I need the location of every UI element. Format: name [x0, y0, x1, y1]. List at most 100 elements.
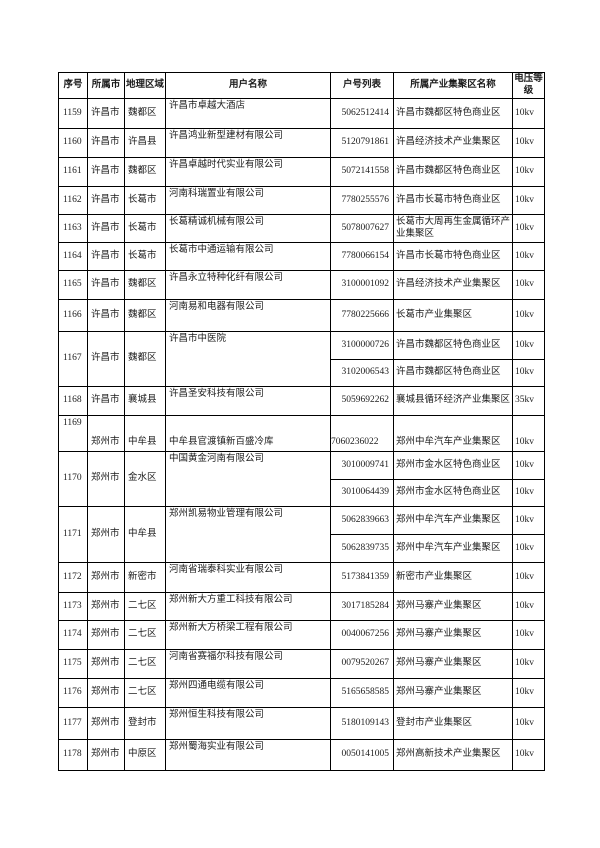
user-name-cell: 郑州恒生科技有限公司	[165, 707, 331, 740]
city-cell: 郑州市	[87, 562, 125, 593]
region-cell: 中牟县	[124, 415, 166, 452]
serial-cell: 1164	[58, 242, 88, 271]
user-name-cell: 许昌卓越时代实业有限公司	[165, 157, 331, 187]
cluster-cell: 许昌经济技术产业集聚区	[393, 270, 513, 300]
serial-cell: 1176	[58, 678, 88, 708]
cluster-cell: 许昌经济技术产业集聚区	[393, 128, 513, 158]
city-cell: 许昌市	[87, 299, 125, 332]
account-cell: 3100000726	[330, 331, 394, 360]
table-row: 1166 许昌市 魏都区 河南易和电器有限公司 7780225666 长葛市产业…	[58, 299, 545, 332]
user-name-cell: 郑州新大方桥梁工程有限公司	[165, 620, 331, 650]
region-cell: 二七区	[124, 592, 166, 621]
region-cell: 襄城县	[124, 386, 166, 416]
region-cell: 二七区	[124, 649, 166, 679]
cluster-cell: 襄城县循环经济产业集聚区	[393, 386, 513, 416]
voltage-cell: 10kv	[512, 534, 545, 563]
voltage-cell: 10kv	[512, 359, 545, 387]
serial-cell: 1174	[58, 620, 88, 650]
city-cell: 许昌市	[87, 128, 125, 158]
serial-cell: 1159	[58, 98, 88, 129]
account-cell: 7780225666	[330, 299, 394, 332]
user-name-cell: 中国黄金河南有限公司	[165, 451, 331, 507]
account-cell: 3010009741	[330, 451, 394, 480]
serial-cell: 1163	[58, 214, 88, 243]
voltage-cell: 10kv	[512, 678, 545, 708]
region-cell: 魏都区	[124, 299, 166, 332]
region-cell: 长葛市	[124, 214, 166, 243]
user-name-cell: 郑州蜀海实业有限公司	[165, 739, 331, 771]
table-row: 1172 郑州市 新密市 河南省瑞泰科实业有限公司 5173841359 新密市…	[58, 562, 545, 593]
city-cell: 郑州市	[87, 415, 125, 452]
user-name-cell: 郑州新大方重工科技有限公司	[165, 592, 331, 621]
table-subrow: 3102006543 许昌市魏都区特色商业区 10kv	[59, 359, 545, 387]
serial-cell: 1168	[58, 386, 88, 416]
table-row: 1162 许昌市 长葛市 河南科瑞置业有限公司 7780255576 许昌市长葛…	[58, 186, 545, 215]
user-name-cell: 郑州凯易物业管理有限公司	[165, 506, 331, 563]
account-cell: 5062839735	[330, 534, 394, 563]
cluster-cell: 许昌市魏都区特色商业区	[393, 157, 513, 187]
account-cell: 5180109143	[330, 707, 394, 740]
user-name-cell: 许昌市卓越大酒店	[165, 98, 331, 129]
voltage-cell: 10kv	[512, 649, 545, 679]
table-row: 1168 许昌市 襄城县 许昌圣安科技有限公司 5059692262 襄城县循环…	[58, 386, 545, 416]
user-name-cell: 河南省赛福尔科技有限公司	[165, 649, 331, 679]
serial-cell: 1177	[58, 707, 88, 740]
serial-cell: 1171	[58, 506, 88, 563]
account-cell: 5062839663	[330, 506, 394, 535]
account-cell: 7060236022	[330, 415, 394, 452]
table-row: 1173 郑州市 二七区 郑州新大方重工科技有限公司 3017185284 郑州…	[58, 592, 545, 621]
region-cell: 魏都区	[124, 270, 166, 300]
table-row: 1176 郑州市 二七区 郑州四通电缆有限公司 5165658585 郑州马寨产…	[58, 678, 545, 708]
voltage-cell: 10kv	[512, 157, 545, 187]
city-cell: 许昌市	[87, 270, 125, 300]
region-cell: 魏都区	[124, 331, 166, 387]
region-cell: 魏都区	[124, 157, 166, 187]
user-name-cell: 许昌永立特种化纤有限公司	[165, 270, 331, 300]
voltage-cell: 35kv	[512, 386, 545, 416]
account-cell: 3017185284	[330, 592, 394, 621]
user-name-cell: 许昌圣安科技有限公司	[165, 386, 331, 416]
serial-cell: 1178	[58, 739, 88, 771]
cluster-cell: 登封市产业集聚区	[393, 707, 513, 740]
account-cell: 3102006543	[330, 359, 394, 387]
cluster-cell: 长葛市产业集聚区	[393, 299, 513, 332]
serial-cell: 1169	[58, 415, 88, 452]
column-header-region: 地理区域	[124, 72, 166, 99]
table-row: 1170 郑州市 金水区 中国黄金河南有限公司 3010009741 郑州市金水…	[58, 451, 545, 507]
serial-cell: 1173	[58, 592, 88, 621]
voltage-cell: 10kv	[512, 331, 545, 360]
account-cell: 3100001092	[330, 270, 394, 300]
column-header-cluster: 所属产业集聚区名称	[393, 72, 513, 99]
account-cell: 0079520267	[330, 649, 394, 679]
cluster-cell: 郑州高新技术产业集聚区	[393, 739, 513, 771]
cluster-cell: 郑州马寨产业集聚区	[393, 678, 513, 708]
table-row: 1159 许昌市 魏都区 许昌市卓越大酒店 5062512414 许昌市魏都区特…	[58, 98, 545, 129]
user-name-cell: 许昌市中医院	[165, 331, 331, 387]
user-name-cell: 长葛市中通运输有限公司	[165, 242, 331, 271]
table-row: 1160 许昌市 许昌县 许昌鸿业新型建材有限公司 5120791861 许昌经…	[58, 128, 545, 158]
city-cell: 许昌市	[87, 214, 125, 243]
region-cell: 金水区	[124, 451, 166, 507]
account-cell: 5059692262	[330, 386, 394, 416]
account-cell: 0050141005	[330, 739, 394, 771]
cluster-cell: 郑州中牟汽车产业集聚区	[393, 415, 513, 452]
user-name-cell: 许昌鸿业新型建材有限公司	[165, 128, 331, 158]
region-cell: 魏都区	[124, 98, 166, 129]
region-cell: 登封市	[124, 707, 166, 740]
cluster-cell: 郑州市金水区特色商业区	[393, 451, 513, 480]
serial-cell: 1160	[58, 128, 88, 158]
account-cell: 7780066154	[330, 242, 394, 271]
region-cell: 中牟县	[124, 506, 166, 563]
voltage-cell: 10kv	[512, 415, 545, 452]
account-cell: 5078007627	[330, 214, 394, 243]
cluster-cell: 长葛市大周再生金属循环产业集聚区	[393, 214, 513, 243]
cluster-cell: 郑州市金水区特色商业区	[393, 479, 513, 507]
user-name-cell: 河南科瑞置业有限公司	[165, 186, 331, 215]
region-cell: 二七区	[124, 620, 166, 650]
cluster-cell: 郑州马寨产业集聚区	[393, 620, 513, 650]
user-account-table: 序号 所属市 地理区域 用户名称 户号列表 所属产业集聚区名称 电压等级 115…	[58, 72, 545, 771]
voltage-cell: 10kv	[512, 451, 545, 480]
region-cell: 中原区	[124, 739, 166, 771]
cluster-cell: 许昌市长葛市特色商业区	[393, 242, 513, 271]
